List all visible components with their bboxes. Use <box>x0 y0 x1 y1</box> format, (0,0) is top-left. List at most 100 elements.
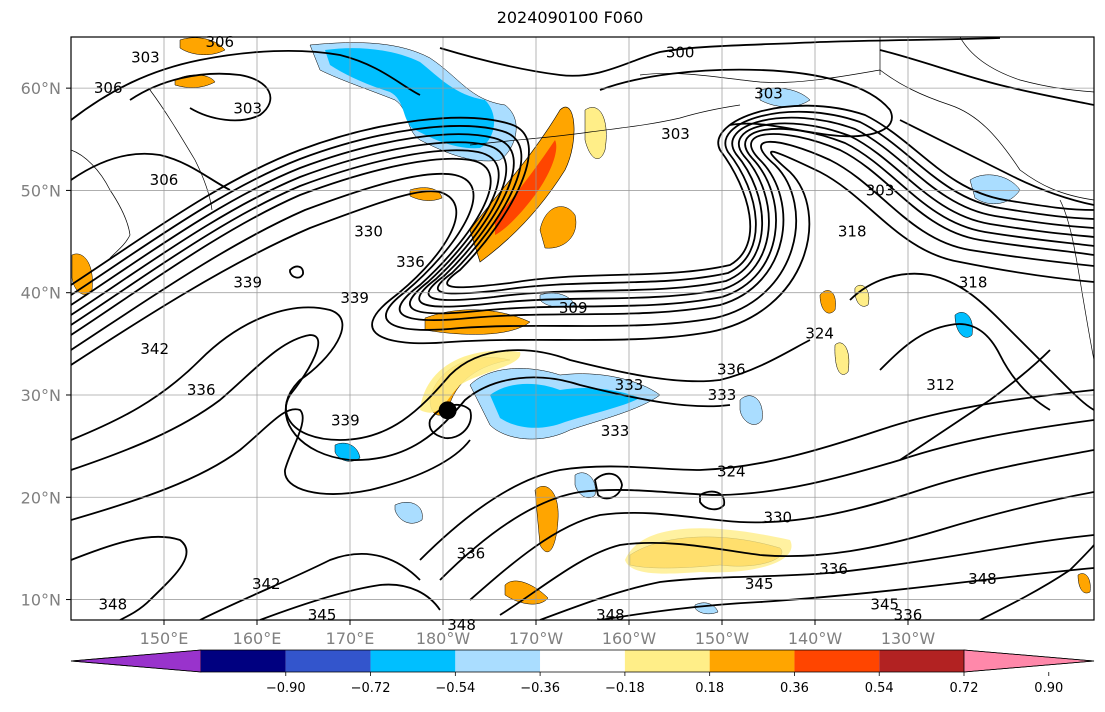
contour-label-text: 312 <box>926 376 955 394</box>
shade-east-yellow <box>625 528 792 574</box>
contour-label-text: 339 <box>331 412 360 430</box>
contour-label-text: 336 <box>457 545 486 563</box>
contour-label-text: 303 <box>661 125 690 143</box>
coastline-asia <box>71 149 131 259</box>
coastline-aleutians <box>469 104 741 146</box>
contour-label: 300 <box>666 43 695 61</box>
contour-label-text: 318 <box>959 273 988 291</box>
shade-blue-small-2 <box>394 502 423 524</box>
contour <box>879 323 1051 411</box>
contour-label: 336 <box>819 560 848 578</box>
contour-label-text: 303 <box>233 100 262 118</box>
contour-label-text: 342 <box>252 575 281 593</box>
contour-label-text: 306 <box>205 33 234 51</box>
tick-label-lon: 170°W <box>509 629 564 648</box>
contour-label: 348 <box>99 596 128 614</box>
contour-label: 306 <box>205 33 234 51</box>
contour-label-text: 324 <box>717 463 746 481</box>
contour <box>71 306 811 441</box>
contour-label: 345 <box>870 596 899 614</box>
contour-label-text: 303 <box>754 84 783 102</box>
shade-blue-small-1 <box>334 442 361 462</box>
contour <box>599 567 1094 620</box>
contour <box>71 152 231 191</box>
contour-label-text: 336 <box>187 381 216 399</box>
contour <box>849 272 1094 411</box>
contour-label: 342 <box>252 575 281 593</box>
coastline-alaska-north <box>879 37 1094 93</box>
jet-contour <box>71 133 1094 336</box>
contour-label: 348 <box>968 570 997 588</box>
contour-label-text: 306 <box>94 79 123 97</box>
contour-label: 330 <box>354 222 383 240</box>
colorbar-swatch <box>540 650 625 672</box>
coastline-kamchatka <box>149 89 213 211</box>
contour-label: 303 <box>754 84 783 102</box>
shade-north-cyan <box>325 48 495 149</box>
colorbar-swatch <box>624 650 710 672</box>
contour <box>499 491 1094 616</box>
contour-label: 348 <box>596 606 625 624</box>
colorbar: −0.90 −0.72 −0.54 −0.36 −0.18 0.18 0.36 0.54 0.7… <box>70 649 1095 696</box>
contour-label: 303 <box>661 125 690 143</box>
contour-label: 303 <box>131 48 160 66</box>
coastline-na-west <box>1059 199 1094 361</box>
colorbar-swatch <box>201 650 286 672</box>
colorbar-label: −0.72 <box>351 681 391 696</box>
contour <box>71 49 421 121</box>
contour-loop <box>594 472 623 500</box>
tick-label-lat: 50°N <box>21 181 61 200</box>
colorbar-label: −0.54 <box>435 681 475 696</box>
contour-label-text: 348 <box>968 570 997 588</box>
contour-label: 324 <box>805 325 834 343</box>
jet-contour <box>71 104 1094 289</box>
contour-label-text: 336 <box>819 560 848 578</box>
contour-label-text: 348 <box>99 596 128 614</box>
colorbar-swatch <box>370 650 456 672</box>
contour-label: 339 <box>331 412 360 430</box>
contour <box>899 349 1051 461</box>
contour-label: 336 <box>717 360 746 378</box>
colorbar-swatch <box>879 650 964 672</box>
contour <box>439 419 1094 581</box>
contour <box>879 49 1094 106</box>
tick-label-lat: 60°N <box>21 79 61 98</box>
colorbar-extend-high <box>963 649 1095 673</box>
contour-label: 336 <box>396 253 425 271</box>
contour-label-text: 336 <box>894 606 923 624</box>
tick-label-lon: 140°W <box>788 629 843 648</box>
jet-contour <box>71 116 1094 306</box>
contour <box>71 408 471 521</box>
contour <box>71 535 188 620</box>
contour-label-text: 306 <box>150 171 179 189</box>
tick-label-lon: 180°W <box>416 629 471 648</box>
shade-arc-yellow <box>420 350 521 413</box>
contour-label-text: 303 <box>866 181 895 199</box>
contour-label: 336 <box>457 545 486 563</box>
tick-label-lon: 150°W <box>695 629 750 648</box>
contour-loop <box>699 490 725 511</box>
contour-label: 318 <box>959 273 988 291</box>
colorbar-label: 0.54 <box>865 681 894 696</box>
tick-label-lat: 20°N <box>21 488 61 507</box>
contour-label: 306 <box>150 171 179 189</box>
tick-label-lon: 170°E <box>326 629 375 648</box>
contour-label: 333 <box>708 386 737 404</box>
contour-label-text: 300 <box>666 43 695 61</box>
jet-contour <box>71 140 1094 351</box>
colorbar-swatch <box>455 650 541 672</box>
map-background <box>71 37 1094 620</box>
contour <box>419 389 1094 561</box>
contour <box>899 119 1094 206</box>
map-frame <box>70 36 1095 621</box>
colorbar-label: 0.90 <box>1034 681 1063 696</box>
contour-label: 312 <box>926 376 955 394</box>
shade-small-2 <box>819 290 836 314</box>
contour-label-text: 318 <box>838 222 867 240</box>
contour <box>199 553 421 620</box>
contour-label-text: 339 <box>233 273 262 291</box>
jet-contour <box>71 110 1094 296</box>
colorbar-outline <box>70 649 1095 673</box>
coastline-alaska <box>639 69 1094 201</box>
